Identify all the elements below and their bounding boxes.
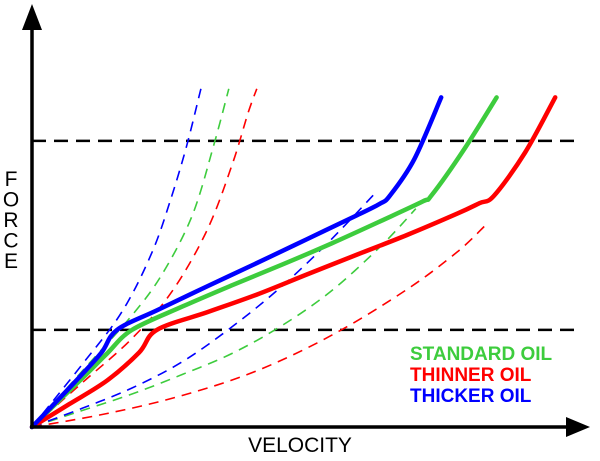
y-axis-arrow-icon [22,4,42,30]
series-thinner-oil-dashed-primary [32,89,257,427]
legend-entry: THICKER OIL [410,386,532,407]
y-axis-label-letter: E [4,250,18,273]
series-standard-oil-dashed-primary [32,89,229,427]
series-thicker-oil-dashed-secondary [32,192,376,427]
legend-entry: STANDARD OIL [410,344,553,365]
legend-entry: THINNER OIL [410,365,532,386]
reference-lines [32,141,578,330]
series-thicker-oil-dashed-primary [32,89,201,427]
series-thicker-oil-solid-line [32,97,441,427]
x-axis-arrow-icon [566,417,590,437]
x-axis-label: VELOCITY [248,434,352,457]
